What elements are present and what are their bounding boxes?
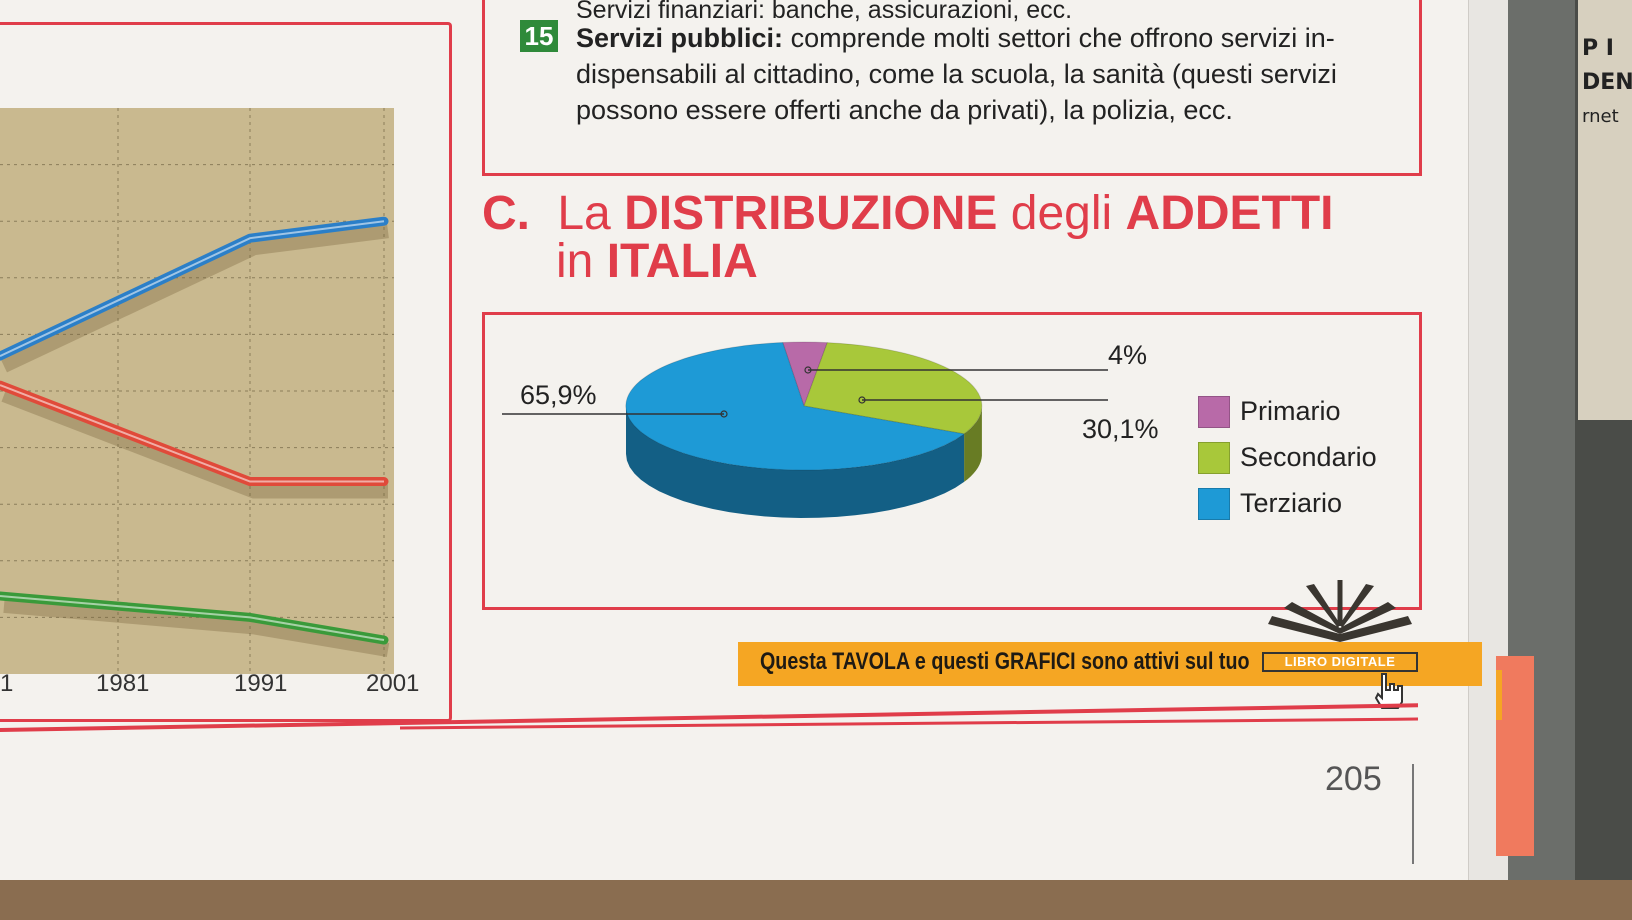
heading-bold2: ADDETTI (1125, 187, 1334, 240)
legend-swatch (1198, 442, 1230, 474)
pie-sides (626, 405, 982, 518)
pie-slice-primario (782, 341, 829, 408)
heading-bold3: ITALIA (606, 235, 758, 288)
pie-side-terziario (626, 405, 965, 518)
series-highlight (0, 220, 385, 358)
series-shadow (3, 598, 390, 657)
x-tick-label: 1991 (234, 670, 288, 697)
leader-dot (804, 366, 812, 374)
pie-slice-terziario (625, 341, 966, 471)
line-chart (0, 108, 394, 674)
info-line-partial: Servizi finanziari: banche, assicurazion… (576, 0, 1073, 24)
heading-part2: degli (1010, 187, 1113, 240)
pie-side-secondario (964, 407, 982, 482)
banner-text: Questa TAVOLA e questi GRAFICI sono atti… (760, 648, 1250, 675)
info-title: Servizi pubblici: (576, 23, 784, 53)
data-label-secondario: 30,1% (1082, 414, 1159, 444)
leader-dot (858, 396, 866, 404)
pie-chart (502, 341, 1108, 518)
series-highlight (0, 384, 384, 483)
series-highlight (0, 594, 385, 642)
leader-dot (720, 410, 728, 418)
pointer-hand-icon (1374, 673, 1403, 709)
adjacent-page-strip: P I DEN rnet (1578, 0, 1632, 420)
data-label-primario: 4% (1108, 340, 1148, 370)
pie-top (625, 341, 983, 471)
page-number-rule (1412, 764, 1414, 864)
leader-lines (502, 366, 1108, 418)
open-book-icon (1268, 580, 1412, 642)
series-shadow (1, 388, 388, 499)
data-label-terziario: 65,9% (520, 380, 597, 410)
page-tab-yellow (1496, 670, 1502, 720)
heading-part3: in (556, 235, 594, 288)
legend-label: Terziario (1240, 488, 1343, 518)
table-surface (0, 880, 1632, 920)
pie-slice-secondario (803, 342, 983, 435)
series-0 (0, 216, 389, 373)
line-chart-frame (0, 22, 452, 722)
info-text: comprende molti settori che offrono serv… (576, 23, 1337, 125)
series-shadow (1, 224, 389, 373)
heading-part1: La (557, 187, 611, 240)
info-paragraph: Servizi pubblici: comprende molti settor… (576, 20, 1406, 128)
legend-swatch (1198, 396, 1230, 428)
info-box (482, 0, 1422, 176)
x-tick-label: 2001 (366, 670, 420, 697)
pie-chart-frame (482, 312, 1422, 610)
grid (0, 108, 394, 674)
libro-digitale-badge[interactable]: LIBRO DIGITALE (1262, 652, 1418, 672)
legend-label: Primario (1240, 396, 1341, 426)
heading-bold1: DISTRIBUZIONE (624, 187, 998, 240)
x-tick-label: 1 (0, 670, 14, 697)
side-text-2: DEN (1582, 70, 1632, 95)
legend-swatch (1198, 488, 1230, 520)
page-tab-red (1496, 656, 1534, 856)
series-2 (0, 591, 390, 657)
side-text-3: rnet (1582, 106, 1619, 127)
x-tick-label: 1981 (96, 670, 150, 697)
heading-line2: in ITALIA (556, 236, 758, 288)
side-text-1: P I (1582, 36, 1614, 61)
section-heading: C. La DISTRIBUZIONE degli ADDETTI in ITA… (482, 187, 1334, 288)
page-number: 205 (1325, 760, 1382, 798)
series-1 (0, 380, 389, 499)
legend-label: Secondario (1240, 442, 1377, 472)
heading-letter: C. (482, 187, 530, 240)
number-badge: 15 (520, 20, 558, 52)
